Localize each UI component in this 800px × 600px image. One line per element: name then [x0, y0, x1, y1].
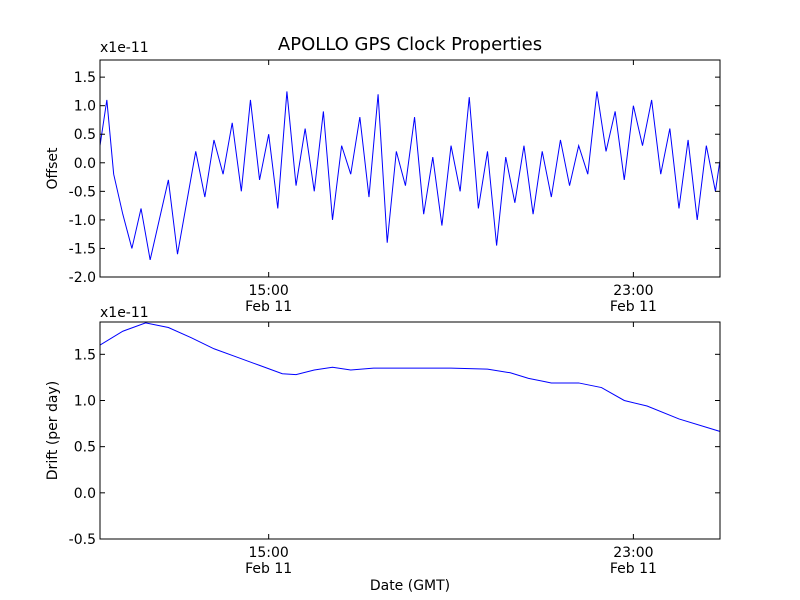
offset-scale-label: x1e-11	[100, 40, 149, 56]
offset-axes-frame	[99, 59, 721, 278]
offset-xtick-date-label: Feb 11	[610, 299, 657, 315]
offset-ylabel: Offset	[45, 147, 61, 190]
drift-ytick-label: -0.5	[69, 532, 96, 548]
drift-ytick-label: 0.5	[74, 440, 96, 456]
drift-xtick-date-label: Feb 11	[610, 561, 657, 577]
drift-xtick-date-label: Feb 11	[245, 561, 292, 577]
drift-scale-label: x1e-11	[100, 305, 149, 321]
offset-ytick-label: -1.5	[69, 241, 96, 257]
drift-ytick-label: 0.0	[74, 486, 96, 502]
offset-xtick-time-label: 15:00	[248, 283, 288, 299]
drift-axes-frame	[99, 321, 721, 540]
offset-ytick-label: -0.5	[69, 184, 96, 200]
offset-ytick-label: 0.0	[74, 156, 96, 172]
drift-xtick-time-label: 23:00	[613, 545, 653, 561]
offset-xtick-time-label: 23:00	[613, 283, 653, 299]
offset-ytick-label: -1.0	[69, 213, 96, 229]
drift-xtick-time-label: 15:00	[248, 545, 288, 561]
chart-title: APOLLO GPS Clock Properties	[278, 34, 542, 55]
offset-ytick-label: -2.0	[69, 270, 96, 286]
offset-ytick-label: 1.5	[74, 70, 96, 86]
drift-series-line	[100, 322, 720, 432]
offset-ytick-label: 1.0	[74, 99, 96, 115]
drift-ylabel: Drift (per day)	[45, 381, 61, 480]
drift-xlabel: Date (GMT)	[370, 578, 450, 594]
drift-ytick-label: 1.5	[74, 347, 96, 363]
drift-ytick-label: 1.0	[74, 393, 96, 409]
offset-series-line	[100, 91, 720, 260]
offset-xtick-date-label: Feb 11	[245, 299, 292, 315]
offset-ytick-label: 0.5	[74, 127, 96, 143]
